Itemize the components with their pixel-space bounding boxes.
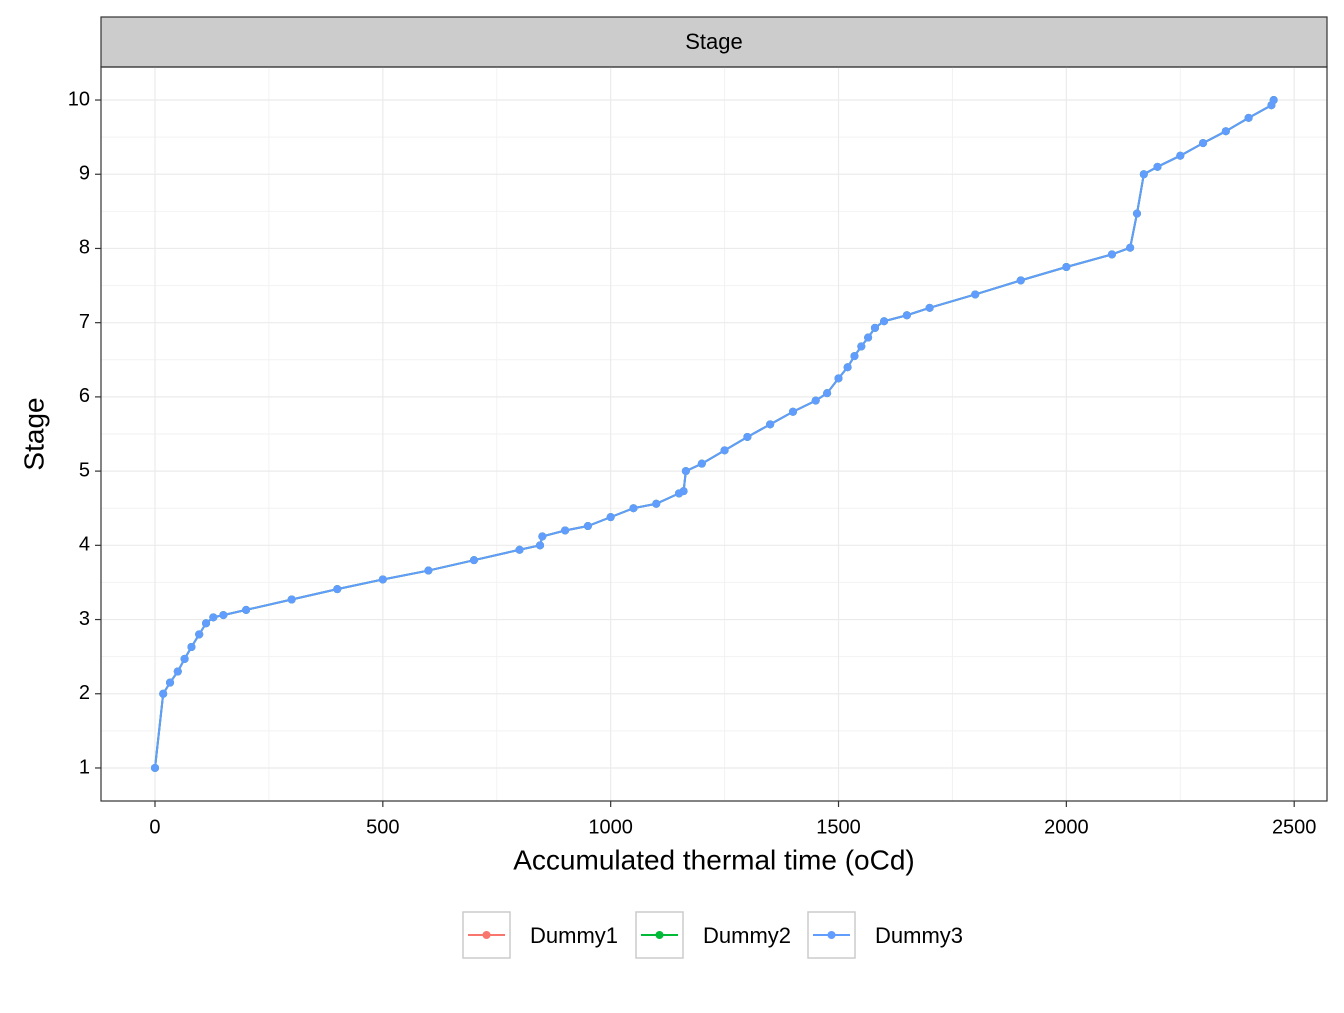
point <box>1062 263 1071 272</box>
y-tick-label: 5 <box>79 459 90 481</box>
legend-label: Dummy2 <box>703 923 791 948</box>
y-tick-label: 10 <box>68 88 90 110</box>
point <box>219 611 228 620</box>
point <box>1244 113 1253 122</box>
point <box>811 396 820 405</box>
point <box>180 654 189 663</box>
point <box>850 352 859 361</box>
point <box>1139 170 1148 179</box>
point <box>1153 162 1162 171</box>
point <box>159 689 168 698</box>
point <box>629 504 638 513</box>
point <box>1132 209 1141 218</box>
x-tick-label: 0 <box>149 816 160 838</box>
point <box>902 311 911 320</box>
x-tick-label: 500 <box>366 816 399 838</box>
x-tick-label: 1000 <box>588 816 633 838</box>
point <box>788 407 797 416</box>
panel-border <box>100 66 1328 802</box>
point <box>681 467 690 476</box>
point <box>843 363 852 372</box>
x-tick-label: 2000 <box>1044 816 1089 838</box>
point <box>679 487 688 496</box>
point <box>925 303 934 312</box>
point <box>823 389 832 398</box>
point <box>536 541 545 550</box>
y-tick-label: 2 <box>79 682 90 704</box>
point <box>202 619 211 628</box>
point <box>1126 243 1135 252</box>
legend-label: Dummy1 <box>530 923 618 948</box>
point <box>870 323 879 332</box>
point <box>583 522 592 531</box>
point <box>1221 127 1230 136</box>
point <box>195 630 204 639</box>
point <box>378 575 387 584</box>
x-tick-label: 1500 <box>816 816 861 838</box>
point <box>173 667 182 676</box>
point <box>652 499 661 508</box>
y-tick-label: 8 <box>79 237 90 259</box>
point <box>424 566 433 575</box>
point <box>515 545 524 554</box>
point <box>187 643 196 652</box>
point <box>150 763 159 772</box>
point <box>1176 151 1185 160</box>
x-tick-label: 2500 <box>1272 816 1317 838</box>
legend-point <box>827 931 836 939</box>
point <box>1107 250 1116 259</box>
x-axis-title: Accumulated thermal time (oCd) <box>513 844 914 875</box>
point <box>864 333 873 342</box>
point <box>834 374 843 383</box>
point <box>971 290 980 299</box>
point <box>720 446 729 455</box>
point <box>1199 139 1208 148</box>
legend-label: Dummy3 <box>875 923 963 948</box>
point <box>766 420 775 429</box>
strip <box>100 16 1328 68</box>
point <box>287 595 296 604</box>
point <box>166 678 175 687</box>
legend-point <box>655 931 664 939</box>
point <box>242 605 251 614</box>
point <box>538 532 547 541</box>
point <box>697 459 706 468</box>
y-tick-label: 7 <box>79 311 90 333</box>
y-tick-label: 4 <box>79 534 90 556</box>
point <box>561 526 570 535</box>
legend-point <box>482 931 491 939</box>
point <box>857 342 866 351</box>
point <box>880 317 889 326</box>
point <box>743 432 752 441</box>
y-tick-label: 1 <box>79 756 90 778</box>
point <box>333 585 342 594</box>
point <box>1269 96 1278 105</box>
y-tick-label: 3 <box>79 608 90 630</box>
y-tick-label: 9 <box>79 163 90 185</box>
strip-label: Stage <box>685 29 743 54</box>
point <box>1016 276 1025 285</box>
y-axis-title: Stage <box>18 397 49 470</box>
point <box>209 613 218 622</box>
point <box>469 556 478 565</box>
y-tick-label: 6 <box>79 385 90 407</box>
point <box>606 513 615 522</box>
